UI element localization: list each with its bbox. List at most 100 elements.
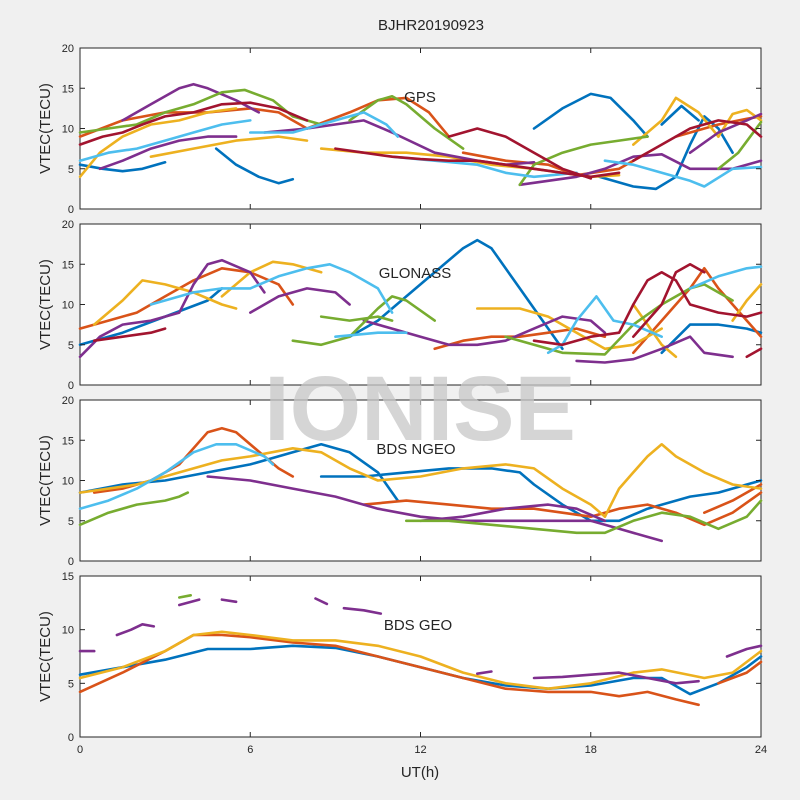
x-tick-label: 24 bbox=[755, 744, 767, 756]
series-line bbox=[702, 483, 763, 515]
series-line bbox=[731, 283, 763, 322]
series-group bbox=[78, 82, 763, 191]
plot-area bbox=[79, 47, 762, 210]
y-tick-label: 15 bbox=[62, 83, 74, 95]
x-tick-label: 6 bbox=[247, 744, 253, 756]
series-line bbox=[532, 671, 700, 685]
y-axis-label: VTEC(TECU) bbox=[37, 83, 54, 174]
series-line bbox=[475, 670, 493, 676]
series-line bbox=[688, 265, 763, 290]
x-axis-label: UT(h) bbox=[401, 764, 439, 781]
series-line bbox=[220, 598, 238, 604]
series-line bbox=[78, 491, 190, 527]
series-line bbox=[78, 107, 238, 179]
series-line bbox=[291, 295, 437, 347]
panel-label: BDS GEO bbox=[384, 617, 452, 634]
series-line bbox=[575, 335, 734, 364]
series-line bbox=[362, 491, 763, 527]
panel-label: GLONASS bbox=[379, 265, 452, 282]
series-line bbox=[334, 331, 408, 339]
series-line bbox=[249, 111, 400, 138]
x-tick-label: 18 bbox=[585, 744, 597, 756]
y-tick-label: 0 bbox=[68, 204, 74, 216]
y-tick-label: 15 bbox=[62, 259, 74, 271]
plot-area bbox=[79, 399, 762, 562]
series-line bbox=[78, 630, 763, 691]
panels: 0 5 10 15 20 VTEC(TECU) GPS 0 5 10 15 20 VTEC(TECU) G… bbox=[37, 43, 767, 756]
series-line bbox=[206, 475, 664, 543]
series-line bbox=[115, 622, 156, 637]
y-tick-label: 20 bbox=[62, 395, 74, 407]
panel-bds-geo: 0 5 10 15 0 6 12 18 24 VTEC(TECU) BDS GEO bbox=[37, 571, 767, 756]
y-tick-label: 10 bbox=[62, 300, 74, 312]
series-line bbox=[178, 593, 192, 599]
series-group bbox=[78, 238, 763, 364]
series-line bbox=[717, 108, 763, 138]
series-line bbox=[78, 101, 309, 146]
y-axis-label: VTEC(TECU) bbox=[37, 259, 54, 350]
y-axis-label: VTEC(TECU) bbox=[37, 435, 54, 526]
series-line bbox=[631, 262, 706, 339]
series-line bbox=[475, 307, 664, 351]
y-tick-label: 5 bbox=[68, 516, 74, 528]
watermark: IONISE bbox=[264, 358, 576, 460]
y-tick-label: 10 bbox=[62, 124, 74, 136]
series-group bbox=[78, 426, 763, 543]
series-line bbox=[334, 147, 621, 179]
series-line bbox=[717, 660, 763, 685]
series-line bbox=[660, 323, 763, 355]
series-line bbox=[220, 260, 323, 298]
x-tick-label: 0 bbox=[77, 744, 83, 756]
y-tick-label: 5 bbox=[68, 678, 74, 690]
series-line bbox=[319, 315, 394, 322]
series-line bbox=[419, 503, 607, 523]
series-line bbox=[92, 279, 238, 326]
series-line bbox=[249, 287, 351, 314]
y-tick-label: 20 bbox=[62, 43, 74, 55]
series-line bbox=[433, 327, 607, 351]
series-line bbox=[78, 161, 167, 173]
series-group bbox=[78, 593, 763, 707]
y-tick-label: 5 bbox=[68, 340, 74, 352]
panel-gps: 0 5 10 15 20 VTEC(TECU) GPS bbox=[37, 43, 763, 216]
series-line bbox=[149, 262, 394, 314]
y-tick-label: 10 bbox=[62, 625, 74, 637]
series-line bbox=[78, 446, 607, 519]
series-line bbox=[745, 347, 763, 359]
series-line bbox=[78, 442, 275, 511]
y-tick-label: 15 bbox=[62, 571, 74, 583]
panel-label: BDS NGEO bbox=[376, 441, 455, 458]
series-line bbox=[447, 127, 593, 180]
panel-label: GPS bbox=[404, 89, 436, 106]
series-line bbox=[78, 258, 266, 359]
series-line bbox=[660, 104, 700, 126]
series-line bbox=[532, 270, 763, 347]
series-line bbox=[98, 135, 238, 171]
series-line bbox=[348, 95, 465, 150]
y-tick-label: 0 bbox=[68, 732, 74, 744]
series-line bbox=[404, 499, 763, 535]
panel-glonass: 0 5 10 15 20 VTEC(TECU) GLONASS bbox=[37, 219, 763, 392]
y-tick-label: 5 bbox=[68, 164, 74, 176]
y-tick-label: 0 bbox=[68, 380, 74, 392]
series-line bbox=[314, 597, 329, 606]
series-line bbox=[725, 644, 763, 658]
series-line bbox=[631, 96, 720, 146]
series-line bbox=[78, 88, 323, 134]
y-tick-label: 20 bbox=[62, 219, 74, 231]
series-line bbox=[305, 96, 451, 138]
series-line bbox=[631, 266, 763, 355]
panel-bds-ngeo: 0 5 10 15 20 VTEC(TECU) BDS NGEO bbox=[37, 395, 763, 568]
series-line bbox=[319, 467, 763, 523]
series-line bbox=[78, 119, 252, 162]
y-axis-label: VTEC(TECU) bbox=[37, 611, 54, 702]
series-line bbox=[342, 606, 383, 615]
series-line bbox=[688, 112, 763, 154]
series-line bbox=[121, 82, 261, 122]
series-line bbox=[214, 147, 295, 185]
series-line bbox=[178, 598, 201, 607]
series-line bbox=[532, 92, 649, 138]
series-line bbox=[149, 135, 309, 158]
series-line bbox=[631, 119, 763, 162]
